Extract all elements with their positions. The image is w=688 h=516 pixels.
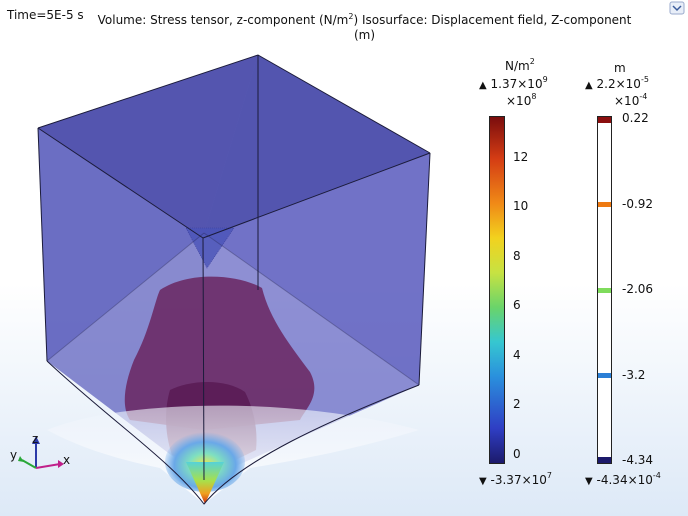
cube-top-face	[38, 55, 430, 238]
max-triangle-icon: ▲	[585, 80, 593, 91]
stress-colorbar	[489, 116, 505, 464]
disp-tick: -0.92	[622, 197, 654, 211]
disp-scale: ×10-4	[614, 92, 648, 108]
stress-tick: 6	[513, 298, 521, 312]
view-settings-icon[interactable]	[668, 0, 686, 16]
axis-z-label: z	[32, 432, 39, 446]
mesh-apex	[185, 227, 235, 269]
stress-tick: 4	[513, 348, 521, 362]
time-label: Time=5E-5 s	[7, 8, 84, 22]
axis-y-label: y	[10, 448, 18, 462]
stress-scale: ×108	[506, 92, 537, 108]
stress-unit: N/m2	[505, 57, 535, 73]
disp-band	[598, 288, 611, 293]
disp-max: ▲ 2.2×10-5	[585, 75, 649, 91]
disp-band	[598, 202, 611, 207]
stress-tick: 12	[513, 150, 529, 164]
stress-tick: 8	[513, 249, 521, 263]
disp-band	[598, 373, 611, 378]
stress-tick: 0	[513, 447, 521, 461]
stress-tip	[186, 462, 224, 504]
axis-triad	[18, 436, 64, 469]
min-triangle-icon: ▼	[479, 476, 487, 487]
graphics-viewport[interactable]	[0, 0, 470, 516]
min-triangle-icon: ▼	[585, 476, 593, 487]
disp-tick: -2.06	[622, 282, 654, 296]
disp-tick: -4.34	[622, 453, 654, 467]
axis-x-label: x	[63, 453, 71, 467]
stress-tick: 10	[513, 199, 529, 213]
disp-tick: -3.2	[622, 368, 646, 382]
disp-tick: 0.22	[622, 111, 649, 125]
disp-unit: m	[614, 61, 626, 75]
cube-edges	[37, 54, 431, 505]
stress-min: ▼ -3.37×107	[479, 471, 552, 487]
disp-band	[598, 117, 611, 123]
plot-title: Volume: Stress tensor, z-component (N/m2…	[97, 12, 632, 42]
stress-tick: 2	[513, 397, 521, 411]
disp-band	[598, 457, 611, 463]
disp-colorbar	[597, 116, 612, 464]
stress-max: ▲ 1.37×109	[479, 75, 548, 91]
max-triangle-icon: ▲	[479, 80, 487, 91]
disp-min: ▼ -4.34×10-4	[585, 471, 661, 487]
